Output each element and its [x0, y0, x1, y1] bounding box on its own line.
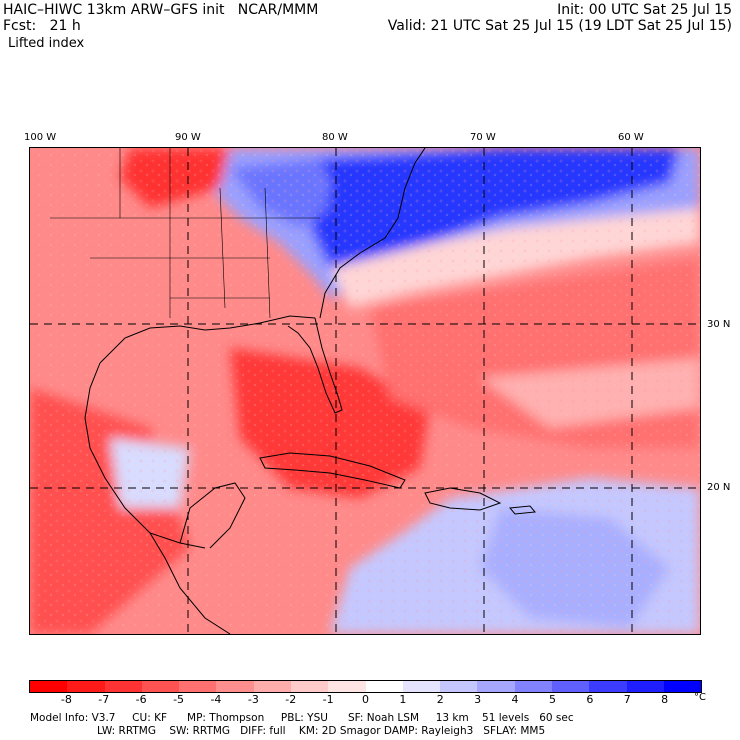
colorbar-tick-label: 2 [436, 693, 444, 706]
colorbar-cell [290, 681, 329, 692]
lat-label-30n: 30 N [707, 319, 731, 330]
colorbar-tick-label: 0 [362, 693, 369, 706]
colorbar-tick-label: -6 [135, 693, 147, 706]
florida-coast-line [287, 317, 343, 414]
colorbar-tick-label: 1 [399, 693, 407, 706]
map-canvas [30, 148, 700, 634]
hispaniola-outline [424, 487, 502, 511]
coastlines [50, 148, 536, 634]
colorbar-tick-label: -4 [210, 693, 222, 706]
colorbar-cell [67, 681, 105, 692]
colorbar-cell [328, 681, 366, 692]
model-info-line1: Model Info: V3.7 CU: KF MP: Thompson PBL… [30, 712, 574, 724]
yucatan-outline [179, 482, 246, 549]
colorbar-tick-label: 8 [661, 693, 669, 706]
colorbar-tick-label: -7 [98, 693, 110, 706]
lat-label-20n: 20 N [707, 482, 731, 493]
atlantic-coast-line [319, 148, 426, 319]
colorbar-cell [216, 681, 254, 692]
colorbar-cell [477, 681, 515, 692]
colorbar-cell [104, 681, 142, 692]
colorbar-tick-label: -1 [322, 693, 334, 706]
field-texture [30, 148, 700, 634]
colorbar-cell [30, 681, 68, 692]
colorbar-tick-label: -5 [173, 693, 185, 706]
model-info-line2: LW: RRTMG SW: RRTMG DIFF: full KM: 2D Sm… [97, 725, 546, 737]
colorbar-cell [514, 681, 552, 692]
lon-label-80w: 80 W [322, 132, 348, 143]
colorbar-tick-label: 5 [548, 693, 556, 706]
colorbar-unit-label: °C [694, 692, 706, 703]
colorbar-cell [589, 681, 627, 692]
colorbar [29, 680, 702, 693]
forecast-hour: Fcst: 21 h [3, 18, 81, 34]
colorbar-cell [365, 681, 403, 692]
lon-label-100w: 100 W [24, 132, 57, 143]
colorbar-cell [253, 681, 291, 692]
colorbar-tick-label: 7 [623, 693, 631, 706]
init-time: Init: 00 UTC Sat 25 Jul 15 [557, 2, 732, 18]
colorbar-tick-label: -3 [247, 693, 259, 706]
gulf-coast-line [99, 315, 316, 364]
colorbar-tick-label: 6 [586, 693, 594, 706]
colorbar-tick-label: 3 [474, 693, 482, 706]
state-borders [50, 148, 320, 319]
puerto-rico-outline [509, 505, 536, 515]
colorbar-tick-label: 4 [511, 693, 519, 706]
colorbar-cell [141, 681, 180, 692]
lon-label-60w: 60 W [618, 132, 644, 143]
colorbar-tick-label: -2 [285, 693, 297, 706]
texas-mexico-coast-line [84, 362, 206, 549]
valid-time: Valid: 21 UTC Sat 25 Jul 15 (19 LDT Sat … [387, 18, 732, 34]
graticule [30, 148, 700, 634]
central-america-line [149, 532, 231, 634]
colorbar-cell [440, 681, 478, 692]
colorbar-cell [551, 681, 590, 692]
lon-label-70w: 70 W [470, 132, 496, 143]
colorbar-cell [663, 681, 702, 692]
colorbar-cell [402, 681, 441, 692]
field-name: Lifted index [8, 36, 85, 51]
model-title: HAIC–HIWC 13km ARW–GFS init NCAR/MMM [3, 2, 319, 18]
colorbar-cell [626, 681, 664, 692]
lifted-index-map [29, 147, 701, 635]
lon-label-90w: 90 W [175, 132, 201, 143]
colorbar-cell [179, 681, 217, 692]
colorbar-tick-label: -8 [60, 693, 72, 706]
